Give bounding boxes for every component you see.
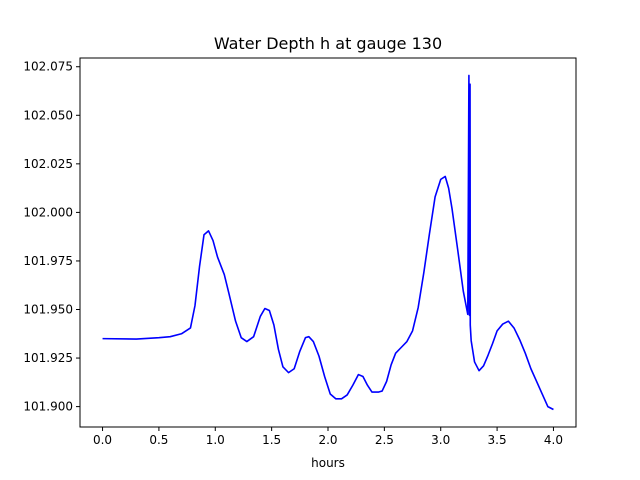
series-line-0 [102, 74, 554, 411]
y-tick-label: 102.075 [23, 60, 73, 74]
x-axis: 0.0 0.5 1.0 1.5 2.0 2.5 3.0 3.5 4.0 [93, 427, 563, 447]
y-tick-label: 102.050 [23, 108, 73, 122]
chart-title: Water Depth h at gauge 130 [214, 34, 442, 53]
x-tick-label: 0.0 [93, 433, 112, 447]
y-tick-label: 101.950 [23, 303, 73, 317]
x-tick-label: 1.5 [262, 433, 281, 447]
plot-area [102, 74, 554, 411]
y-tick-label: 102.000 [23, 205, 73, 219]
y-tick-label: 101.975 [23, 254, 73, 268]
y-tick-label: 101.925 [23, 351, 73, 365]
x-axis-label: hours [311, 456, 345, 470]
x-tick-label: 1.0 [206, 433, 225, 447]
y-tick-label: 101.900 [23, 400, 73, 414]
x-tick-label: 3.5 [488, 433, 507, 447]
x-tick-label: 0.5 [149, 433, 168, 447]
x-tick-label: 2.0 [318, 433, 337, 447]
y-axis: 101.900 101.925 101.950 101.975 102.000 102.0… [23, 60, 80, 414]
x-tick-label: 3.0 [431, 433, 450, 447]
x-tick-label: 2.5 [375, 433, 394, 447]
y-tick-label: 102.025 [23, 157, 73, 171]
x-tick-label: 4.0 [544, 433, 563, 447]
